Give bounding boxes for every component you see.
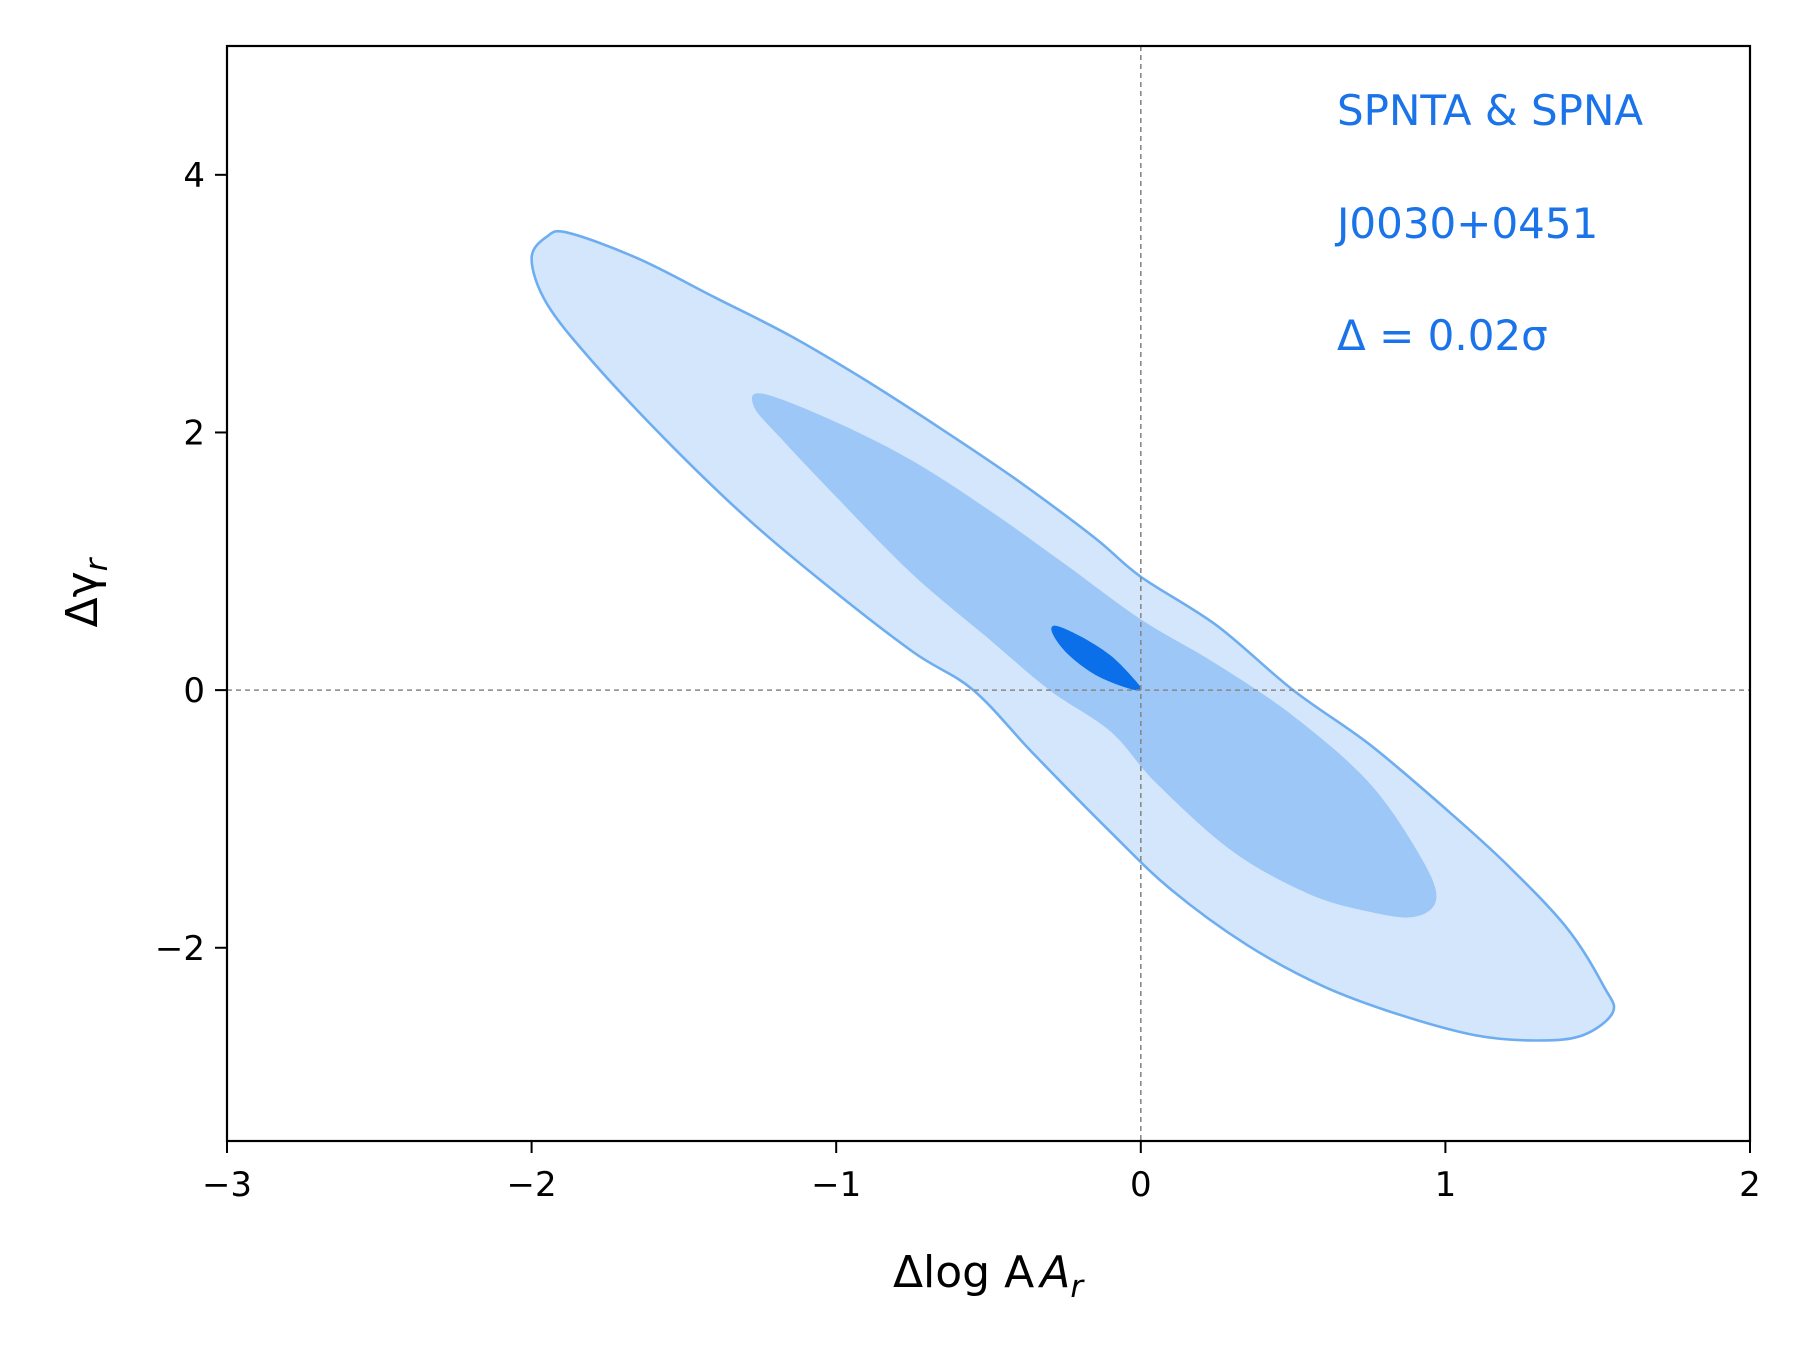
annotation-delta: Δ = 0.02σ <box>1337 311 1548 360</box>
annotation-pulsar: J0030+0451 <box>1334 199 1598 248</box>
contour-inner <box>1051 625 1142 691</box>
reference-lines <box>227 46 1750 1141</box>
x-axis-ticks: −3 −2 −1 0 1 2 <box>202 1141 1761 1205</box>
y-tick-label: 0 <box>183 671 205 711</box>
y-axis-ticks: −2 0 2 4 <box>155 156 227 969</box>
plot-frame <box>225 44 1752 1143</box>
x-tick-label: 2 <box>1739 1165 1761 1205</box>
y-tick-label: −2 <box>155 929 205 969</box>
plot-area <box>227 46 1750 1141</box>
y-axis-label: Δγr <box>57 556 115 627</box>
contour-layer <box>530 229 1616 1042</box>
y-tick-label: 2 <box>183 413 205 453</box>
annotation-dataset: SPNTA & SPNA <box>1337 86 1643 135</box>
y-tick-label: 4 <box>183 156 205 196</box>
x-tick-label: −2 <box>507 1165 557 1205</box>
x-tick-label: 0 <box>1130 1165 1152 1205</box>
x-axis-label: Δlog A Ar <box>893 1247 1085 1305</box>
x-tick-label: −1 <box>811 1165 861 1205</box>
x-tick-label: −3 <box>202 1165 252 1205</box>
x-tick-label: 1 <box>1435 1165 1457 1205</box>
